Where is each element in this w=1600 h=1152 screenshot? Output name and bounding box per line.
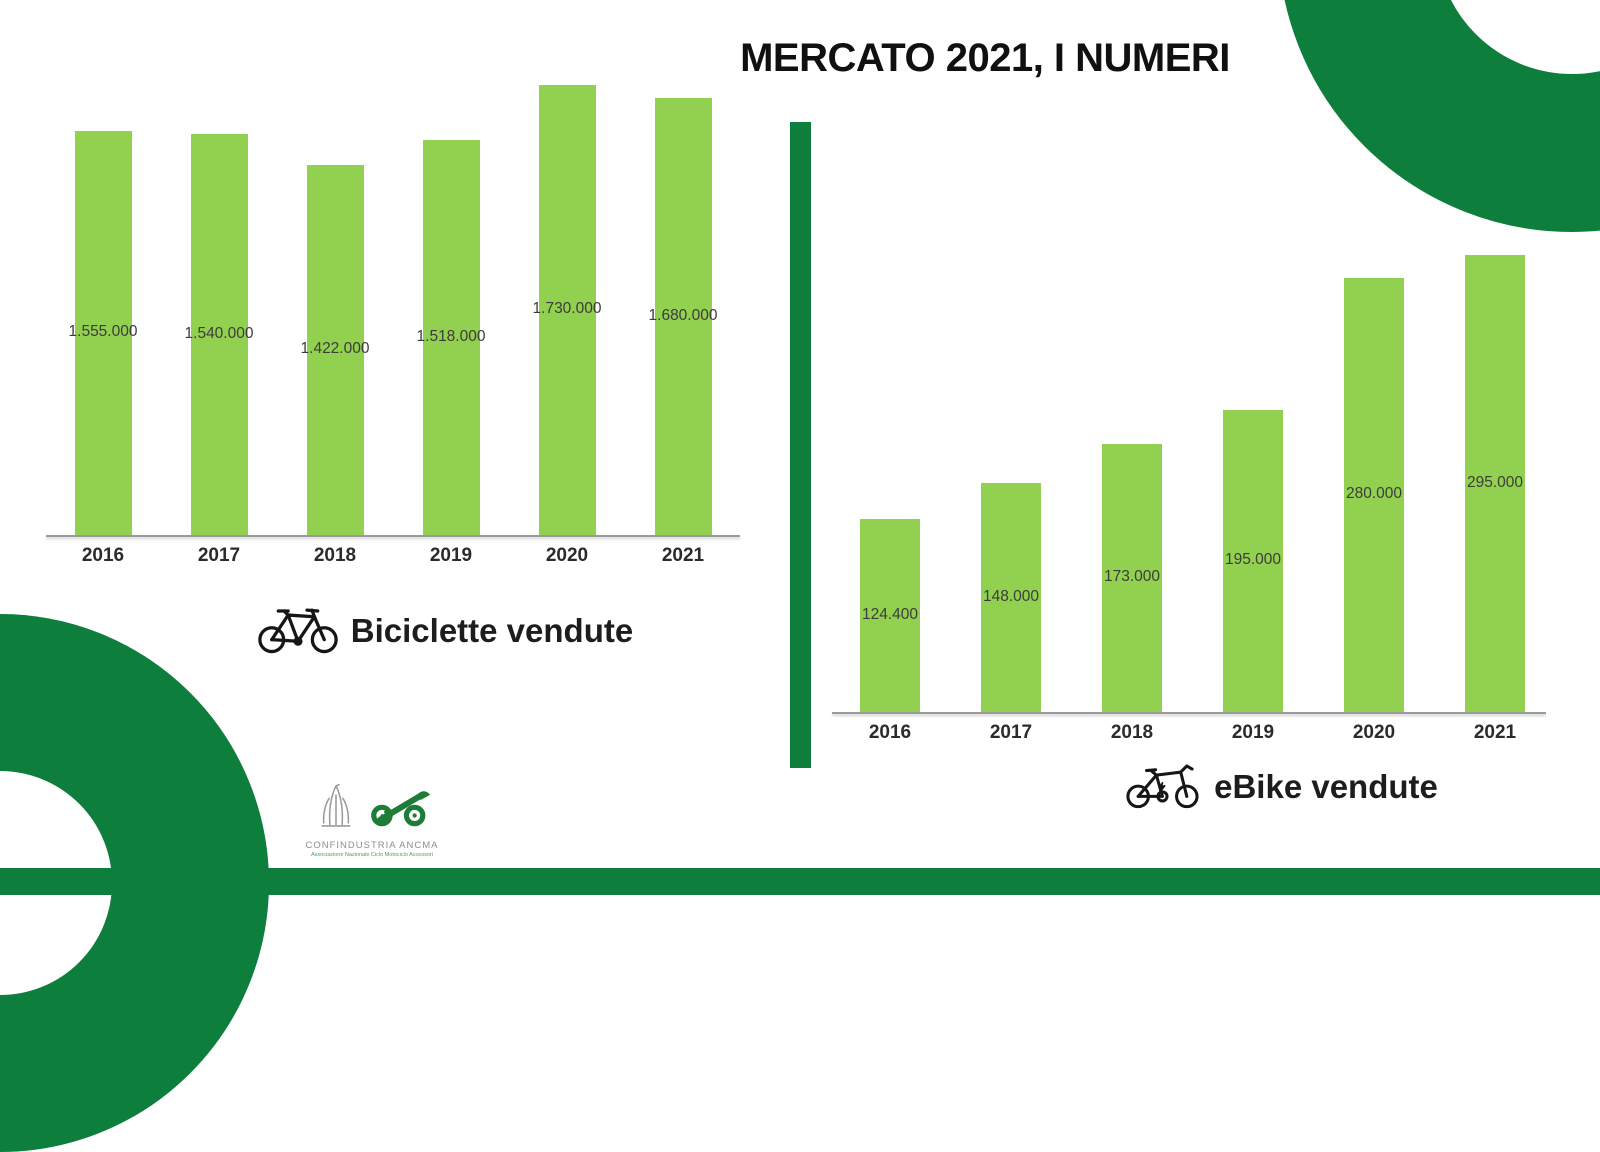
ebike-vendute-value-label-2021: 295.000: [1466, 473, 1524, 491]
ebike-vendute-year-label-2016: 2016: [868, 722, 912, 743]
caption-biciclette: Biciclette vendute: [195, 600, 695, 662]
biciclette-vendute-x-axis: [46, 535, 740, 537]
ebike-vendute-value-label-2020: 280.000: [1345, 485, 1403, 502]
ebike-vendute-bar-2021: [1465, 255, 1525, 712]
ancma-bike-logo: [369, 781, 431, 836]
ebike-vendute-bar-2016: [860, 519, 920, 712]
decorative-ring-top-right: [1278, 0, 1600, 232]
ebike-vendute-year-label-2020: 2020: [1352, 722, 1396, 743]
biciclette-vendute-value-label-2018: 1.422.000: [300, 340, 370, 357]
biciclette-vendute-bar-2018: [306, 165, 364, 535]
biciclette-vendute-bar-2016: [74, 131, 132, 535]
ebike-icon: [1126, 759, 1202, 816]
org-name: CONFINDUSTRIA ANCMA: [305, 840, 439, 851]
ebike-vendute-year-label-2017: 2017: [989, 722, 1033, 743]
vertical-divider-bar: [790, 122, 811, 768]
biciclette-vendute-year-label-2017: 2017: [197, 545, 241, 566]
ebike-vendute-bar-2020: [1344, 278, 1404, 712]
chart-biciclette-vendute: 1.555.000 2016 1.540.000 2017 1.422.000 2018 1…: [46, 85, 740, 580]
footer-logos: CONFINDUSTRIA ANCMA Associazione Naziona…: [292, 780, 452, 858]
ebike-vendute-year-label-2019: 2019: [1231, 722, 1275, 743]
biciclette-vendute-value-label-2020: 1.730.000: [532, 300, 602, 317]
caption-ebike: eBike vendute: [1032, 756, 1532, 818]
chart-ebike-vendute: 124.400 2016 148.000 2017 173.000 2018 195.000…: [832, 248, 1546, 753]
biciclette-vendute-year-label-2018: 2018: [313, 545, 357, 566]
biciclette-vendute-year-label-2019: 2019: [429, 545, 473, 566]
ebike-vendute-year-label-2021: 2021: [1473, 722, 1517, 743]
confindustria-eagle-logo: [313, 780, 359, 837]
page-title: MERCATO 2021, I NUMERI: [740, 36, 1230, 80]
ebike-vendute-bar-2017: [981, 483, 1041, 712]
ebike-vendute-value-label-2019: 195.000: [1224, 551, 1282, 568]
ebike-vendute-value-label-2018: 173.000: [1103, 568, 1161, 585]
ebike-vendute-bar-2018: [1102, 444, 1162, 712]
bicycle-icon: [257, 602, 339, 661]
biciclette-vendute-year-label-2016: 2016: [81, 545, 125, 566]
biciclette-vendute-value-label-2017: 1.540.000: [184, 324, 254, 342]
caption-biciclette-label: Biciclette vendute: [350, 612, 634, 649]
biciclette-vendute-value-label-2016: 1.555.000: [68, 323, 138, 340]
caption-ebike-label: eBike vendute: [1214, 768, 1438, 805]
biciclette-vendute-bar-2019: [422, 140, 480, 535]
bottom-green-bar: [0, 868, 1600, 895]
ebike-vendute-x-axis: [832, 712, 1546, 714]
biciclette-vendute-year-label-2020: 2020: [545, 545, 589, 566]
ebike-vendute-bar-2019: [1223, 410, 1283, 712]
biciclette-vendute-value-label-2021: 1.680.000: [648, 306, 718, 324]
biciclette-vendute-value-label-2019: 1.518.000: [416, 327, 486, 345]
biciclette-vendute-year-label-2021: 2021: [661, 545, 705, 566]
ebike-vendute-value-label-2016: 124.400: [861, 605, 919, 623]
biciclette-vendute-bar-2017: [190, 134, 248, 535]
ebike-vendute-year-label-2018: 2018: [1110, 722, 1154, 743]
ebike-vendute-value-label-2017: 148.000: [982, 587, 1040, 605]
biciclette-vendute-bar-2020: [538, 85, 596, 535]
org-tagline: Associazione Nazionale Ciclo Motociclo A…: [311, 852, 433, 858]
biciclette-vendute-bar-2021: [654, 98, 712, 535]
